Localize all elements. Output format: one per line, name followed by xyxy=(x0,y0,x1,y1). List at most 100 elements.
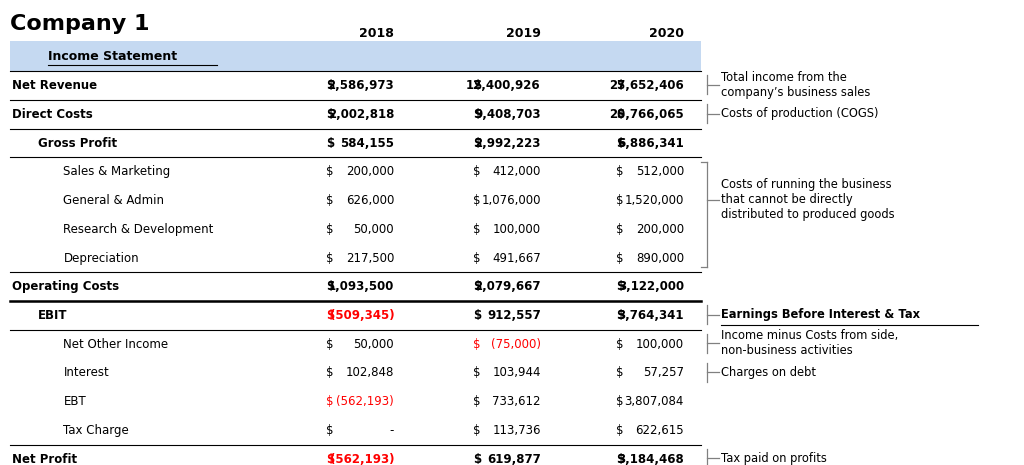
Text: Gross Profit: Gross Profit xyxy=(38,137,117,150)
Text: $: $ xyxy=(473,338,480,351)
Text: Income minus Costs from side,
non-business activities: Income minus Costs from side, non-busine… xyxy=(721,329,898,358)
Text: $: $ xyxy=(326,166,333,179)
Text: Tax Charge: Tax Charge xyxy=(63,424,129,437)
Text: $: $ xyxy=(473,79,481,92)
Text: EBIT: EBIT xyxy=(38,309,68,322)
Text: 2,586,973: 2,586,973 xyxy=(328,79,394,92)
Text: Company 1: Company 1 xyxy=(10,13,150,33)
Text: Tax paid on profits: Tax paid on profits xyxy=(721,452,826,465)
Text: 1,076,000: 1,076,000 xyxy=(481,194,541,207)
Text: $: $ xyxy=(326,137,334,150)
Text: $: $ xyxy=(326,452,334,465)
Text: -: - xyxy=(390,424,394,437)
Text: 2018: 2018 xyxy=(359,27,394,40)
Text: 3,807,084: 3,807,084 xyxy=(625,395,684,408)
Text: $: $ xyxy=(326,395,333,408)
Text: $: $ xyxy=(616,108,625,121)
Text: 103,944: 103,944 xyxy=(493,366,541,379)
Text: 100,000: 100,000 xyxy=(636,338,684,351)
Text: $: $ xyxy=(473,309,481,322)
Text: 50,000: 50,000 xyxy=(353,338,394,351)
Text: $: $ xyxy=(326,309,334,322)
Text: $: $ xyxy=(473,194,480,207)
Text: 890,000: 890,000 xyxy=(636,252,684,265)
Text: $: $ xyxy=(616,452,625,465)
Text: 491,667: 491,667 xyxy=(492,252,541,265)
Text: 2,992,223: 2,992,223 xyxy=(474,137,541,150)
Text: Charges on debt: Charges on debt xyxy=(721,365,816,379)
Text: $: $ xyxy=(616,309,625,322)
Text: 2,002,818: 2,002,818 xyxy=(328,108,394,121)
Text: $: $ xyxy=(616,366,624,379)
Text: $: $ xyxy=(473,137,481,150)
Text: $: $ xyxy=(473,223,480,236)
Text: $: $ xyxy=(326,280,334,293)
Text: $: $ xyxy=(326,79,334,92)
Text: Costs of running the business
that cannot be directly
distributed to produced go: Costs of running the business that canno… xyxy=(721,178,895,221)
Text: 584,155: 584,155 xyxy=(340,137,394,150)
Text: $: $ xyxy=(473,366,480,379)
Text: Income Statement: Income Statement xyxy=(48,50,177,63)
Text: $: $ xyxy=(616,338,624,351)
Text: Total income from the
company’s business sales: Total income from the company’s business… xyxy=(721,71,870,99)
Text: $: $ xyxy=(616,280,625,293)
Text: 9,408,703: 9,408,703 xyxy=(474,108,541,121)
Text: $: $ xyxy=(473,108,481,121)
Text: $: $ xyxy=(473,252,480,265)
Text: (562,193): (562,193) xyxy=(337,395,394,408)
Text: $: $ xyxy=(473,452,481,465)
Text: $: $ xyxy=(326,366,333,379)
Text: 622,615: 622,615 xyxy=(636,424,684,437)
Text: $: $ xyxy=(473,280,481,293)
Text: 217,500: 217,500 xyxy=(346,252,394,265)
Text: 1,520,000: 1,520,000 xyxy=(625,194,684,207)
Text: $: $ xyxy=(616,166,624,179)
Text: 619,877: 619,877 xyxy=(487,452,541,465)
Text: 113,736: 113,736 xyxy=(493,424,541,437)
Text: Earnings Before Interest & Tax: Earnings Before Interest & Tax xyxy=(721,308,920,321)
Text: 57,257: 57,257 xyxy=(643,366,684,379)
Text: 100,000: 100,000 xyxy=(493,223,541,236)
Text: $: $ xyxy=(473,166,480,179)
Text: 3,184,468: 3,184,468 xyxy=(617,452,684,465)
Text: (75,000): (75,000) xyxy=(490,338,541,351)
Text: 2020: 2020 xyxy=(649,27,684,40)
Text: $: $ xyxy=(616,79,625,92)
Text: $: $ xyxy=(473,395,480,408)
Text: Operating Costs: Operating Costs xyxy=(12,280,120,293)
Text: 626,000: 626,000 xyxy=(346,194,394,207)
Text: $: $ xyxy=(326,194,333,207)
Text: 512,000: 512,000 xyxy=(636,166,684,179)
Text: General & Admin: General & Admin xyxy=(63,194,165,207)
Text: 200,000: 200,000 xyxy=(346,166,394,179)
Text: $: $ xyxy=(473,424,480,437)
Text: 733,612: 733,612 xyxy=(493,395,541,408)
Text: $: $ xyxy=(616,137,625,150)
Text: Interest: Interest xyxy=(63,366,110,379)
Text: Net Profit: Net Profit xyxy=(12,452,78,465)
Text: 50,000: 50,000 xyxy=(353,223,394,236)
Text: Research & Development: Research & Development xyxy=(63,223,214,236)
Text: $: $ xyxy=(616,252,624,265)
Text: 6,886,341: 6,886,341 xyxy=(617,137,684,150)
Text: (562,193): (562,193) xyxy=(330,452,394,465)
Text: $: $ xyxy=(616,223,624,236)
Text: 3,764,341: 3,764,341 xyxy=(617,309,684,322)
Text: Net Other Income: Net Other Income xyxy=(63,338,169,351)
Text: 3,122,000: 3,122,000 xyxy=(617,280,684,293)
Text: Sales & Marketing: Sales & Marketing xyxy=(63,166,171,179)
Text: EBT: EBT xyxy=(63,395,86,408)
Text: Costs of production (COGS): Costs of production (COGS) xyxy=(721,107,879,120)
Text: Net Revenue: Net Revenue xyxy=(12,79,97,92)
Text: $: $ xyxy=(616,194,624,207)
Text: 412,000: 412,000 xyxy=(493,166,541,179)
FancyBboxPatch shape xyxy=(10,41,701,73)
Text: 20,766,065: 20,766,065 xyxy=(609,108,684,121)
Text: 1,093,500: 1,093,500 xyxy=(328,280,394,293)
Text: 2,079,667: 2,079,667 xyxy=(474,280,541,293)
Text: $: $ xyxy=(616,424,624,437)
Text: Depreciation: Depreciation xyxy=(63,252,139,265)
Text: Direct Costs: Direct Costs xyxy=(12,108,93,121)
Text: $: $ xyxy=(326,338,333,351)
Text: 912,557: 912,557 xyxy=(487,309,541,322)
